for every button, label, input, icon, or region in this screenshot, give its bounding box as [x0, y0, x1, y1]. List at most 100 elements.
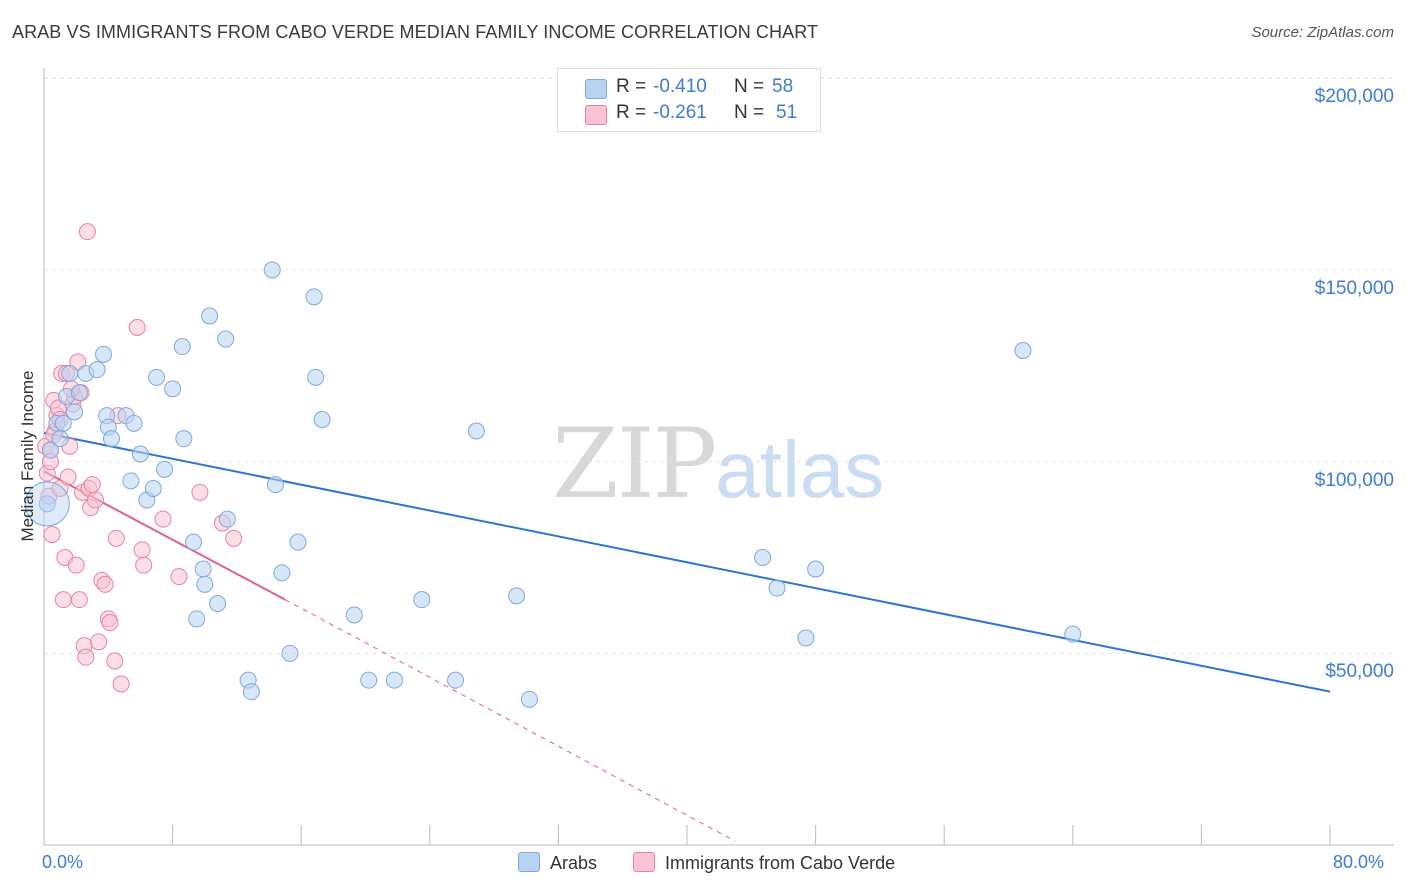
point-cabo-verde — [78, 223, 96, 241]
point-cabo-verde — [70, 591, 88, 609]
point-arabs — [38, 495, 56, 513]
legend-n-label: N = — [734, 76, 765, 97]
point-cabo-verde — [51, 480, 69, 497]
point-arabs-large — [24, 481, 70, 527]
legend-row-arabs: R = -0.410 N = 58 — [558, 75, 820, 101]
watermark-zip: ZIP — [552, 408, 717, 520]
point-arabs — [281, 644, 299, 662]
point-cabo-verde — [106, 652, 124, 670]
x-tick-min: 0.0% — [42, 852, 84, 872]
point-arabs — [88, 361, 106, 379]
point-cabo-verde — [86, 491, 104, 509]
point-arabs — [144, 480, 162, 497]
point-cabo-verde — [90, 633, 108, 651]
point-arabs — [508, 587, 526, 605]
point-arabs — [307, 368, 325, 386]
legend-r-value: -0.261 — [653, 102, 707, 123]
legend-n-value: 58 — [772, 76, 794, 97]
watermark-atlas: atlas — [715, 425, 885, 514]
point-cabo-verde — [112, 675, 130, 693]
point-cabo-verde — [191, 483, 209, 501]
point-arabs — [305, 288, 323, 306]
source-label: Source: ZipAtlas.com — [1251, 24, 1394, 41]
point-arabs — [413, 591, 431, 609]
point-cabo-verde — [77, 648, 95, 666]
point-cabo-verde — [69, 353, 87, 371]
point-arabs — [218, 510, 236, 528]
point-arabs — [273, 564, 291, 582]
point-arabs — [266, 476, 284, 494]
x-tick-max: 80.0% — [1333, 852, 1385, 872]
point-arabs — [61, 365, 79, 382]
point-cabo-verde — [135, 556, 153, 574]
point-arabs — [1014, 342, 1032, 359]
point-arabs — [242, 683, 260, 701]
point-arabs — [797, 629, 815, 647]
point-arabs — [70, 384, 88, 402]
point-arabs — [360, 671, 378, 689]
bottom-legend-swatch-arabs — [518, 852, 540, 872]
point-arabs — [447, 671, 465, 689]
point-arabs — [289, 533, 307, 551]
point-arabs — [66, 403, 84, 421]
point-arabs — [188, 610, 206, 628]
point-arabs — [345, 606, 363, 624]
point-cabo-verde — [96, 575, 114, 593]
bottom-legend-label-arabs: Arabs — [550, 853, 598, 873]
point-arabs — [768, 579, 786, 597]
point-arabs — [94, 345, 112, 363]
point-arabs — [173, 338, 191, 356]
point-arabs — [41, 441, 59, 459]
point-arabs — [54, 414, 72, 432]
point-cabo-verde — [43, 526, 61, 543]
point-cabo-verde — [170, 568, 188, 586]
point-arabs — [385, 671, 403, 689]
legend-n-value: 51 — [776, 102, 798, 123]
point-arabs — [467, 422, 485, 440]
y-tick-label: $100,000 — [1314, 469, 1394, 491]
point-cabo-verde — [225, 529, 243, 547]
legend-box: R = -0.410 N = 58 R = -0.261 N = 51 — [557, 68, 821, 132]
legend-row-cabo-verde: R = -0.261 N = 51 — [558, 101, 820, 127]
bottom-legend-cabo-verde: Immigrants from Cabo Verde — [633, 852, 895, 874]
point-arabs — [807, 560, 825, 578]
legend-swatch-cabo-verde — [585, 105, 607, 125]
point-arabs — [122, 472, 140, 490]
legend-r-value: -0.410 — [653, 76, 707, 97]
bottom-legend-swatch-cabo-verde — [633, 852, 655, 872]
bottom-legend-arabs: Arabs — [518, 852, 597, 874]
watermark: ZIPatlas — [552, 408, 884, 520]
point-arabs — [313, 411, 331, 428]
point-arabs — [263, 261, 281, 279]
point-cabo-verde — [107, 529, 125, 547]
chart-title: ARAB VS IMMIGRANTS FROM CABO VERDE MEDIA… — [12, 22, 819, 42]
point-arabs — [1064, 625, 1082, 643]
point-arabs — [131, 445, 149, 463]
point-arabs — [194, 560, 212, 578]
trend-line-cabo-verde-extrapolated — [284, 599, 736, 842]
point-cabo-verde — [59, 468, 77, 486]
point-arabs — [209, 595, 227, 612]
point-arabs — [51, 430, 69, 448]
point-arabs — [196, 575, 214, 593]
point-arabs — [520, 690, 538, 708]
point-arabs — [148, 368, 166, 386]
trend-line-arabs — [43, 431, 1331, 693]
point-arabs — [184, 533, 202, 551]
legend-n-label: N = — [734, 102, 765, 123]
point-arabs — [156, 460, 174, 478]
point-arabs — [754, 549, 772, 566]
point-arabs — [217, 330, 235, 348]
point-arabs — [103, 430, 121, 448]
point-cabo-verde — [67, 556, 85, 574]
y-axis-label: Median Family Income — [18, 370, 37, 542]
point-arabs — [201, 307, 219, 325]
point-cabo-verde — [154, 510, 172, 528]
point-cabo-verde — [128, 319, 146, 336]
point-arabs — [125, 414, 143, 432]
point-arabs — [175, 430, 193, 448]
legend-swatch-arabs — [585, 79, 607, 99]
y-tick-label: $150,000 — [1314, 278, 1394, 299]
point-cabo-verde — [133, 541, 151, 559]
